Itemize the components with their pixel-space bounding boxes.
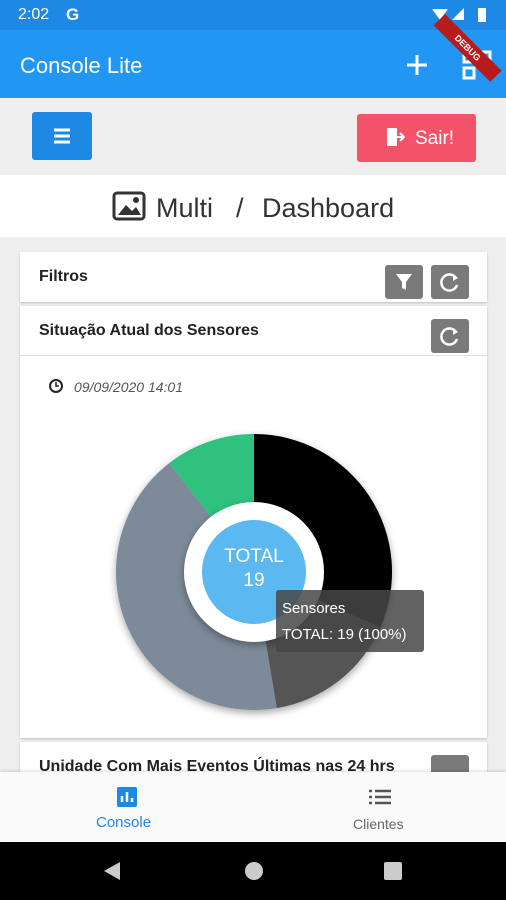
filters-card: Filtros xyxy=(20,252,487,302)
sensors-card: Situação Atual dos Sensores 09/09/2020 1… xyxy=(20,306,487,738)
bottom-nav: Console Clientes xyxy=(0,772,506,842)
app-icon: G xyxy=(66,5,80,24)
time: 2:02 xyxy=(18,6,50,23)
app-bar: Console Lite xyxy=(0,30,506,98)
add-button[interactable] xyxy=(404,52,430,78)
logout-button[interactable]: Sair! xyxy=(357,114,476,162)
breadcrumb-second: Dashboard xyxy=(262,193,395,223)
clients-icon xyxy=(369,789,391,805)
image-icon xyxy=(112,191,146,221)
app-title: Console Lite xyxy=(20,53,143,78)
logout-label: Sair! xyxy=(415,128,455,149)
status-icons xyxy=(432,8,486,22)
breadcrumb-first: Multi xyxy=(156,193,214,223)
card-title: Situação Atual dos Sensores xyxy=(39,322,259,339)
status-bar: 2:02 G xyxy=(0,0,506,30)
tooltip-title: Sensores xyxy=(282,600,345,617)
donut-chart: TOTAL 19 Sensores TOTAL: 19 (100%) xyxy=(116,434,424,710)
center-label: TOTAL xyxy=(224,546,283,567)
center-value: 19 xyxy=(243,570,264,591)
menu-button[interactable] xyxy=(32,112,92,160)
nav-console[interactable]: Console xyxy=(96,814,152,831)
tooltip xyxy=(276,590,424,652)
clock-icon xyxy=(49,379,63,393)
nav-clients[interactable]: Clientes xyxy=(353,816,404,832)
system-nav xyxy=(0,842,506,900)
card-title: Filtros xyxy=(39,268,88,285)
console-icon xyxy=(117,787,137,807)
breadcrumb: Multi / Dashboard xyxy=(0,175,506,237)
breadcrumb-sep: / xyxy=(236,193,244,223)
date: 09/09/2020 14:01 xyxy=(74,379,183,395)
tooltip-text: TOTAL: 19 (100%) xyxy=(282,626,407,643)
refresh-button[interactable] xyxy=(431,319,469,353)
filter-button[interactable] xyxy=(385,265,423,299)
card-title: Unidade Com Mais Eventos Últimas nas 24 … xyxy=(39,758,395,775)
refresh-button[interactable] xyxy=(431,265,469,299)
